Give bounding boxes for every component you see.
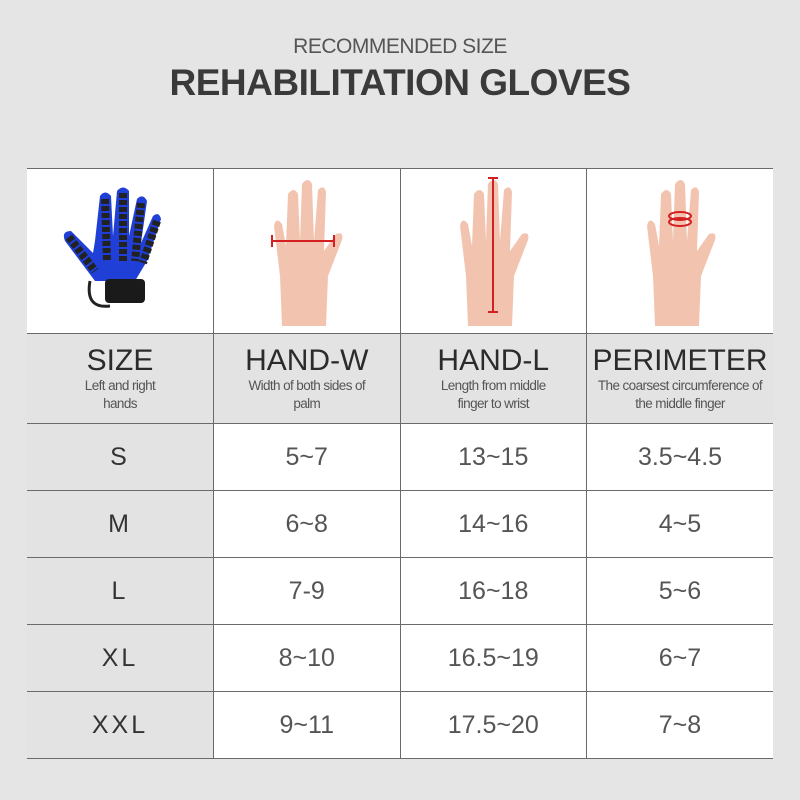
hand-w-cell: 5~7 — [213, 423, 401, 491]
size-chart-table: SIZE Left and right hands HAND-W Width of … — [27, 168, 773, 759]
size-cell: M — [27, 490, 214, 558]
size-cell: L — [27, 557, 214, 625]
hand-l-cell: 13~15 — [399, 423, 587, 491]
perimeter-cell: 7~8 — [586, 691, 773, 759]
hand-length-image — [399, 168, 587, 334]
glove-image — [27, 168, 214, 334]
size-cell: XL — [27, 624, 214, 692]
column-header-hand-w: HAND-W Width of both sides of palm — [213, 333, 401, 424]
table-row: M 6~8 14~16 4~5 — [27, 490, 773, 558]
hand-width-image — [213, 168, 401, 334]
hand-w-cell: 6~8 — [213, 490, 401, 558]
perimeter-cell: 5~6 — [586, 557, 773, 625]
page-title: REHABILITATION GLOVES — [169, 62, 631, 103]
table-row: XXL 9~11 17.5~20 7~8 — [27, 691, 773, 759]
hand-length-diagram-icon — [460, 177, 529, 326]
subtitle: RECOMMENDED SIZE — [293, 35, 507, 58]
size-cell: XXL — [27, 691, 214, 759]
hand-w-cell: 9~11 — [213, 691, 401, 759]
column-header-size: SIZE Left and right hands — [27, 333, 214, 424]
hand-l-cell: 14~16 — [399, 490, 587, 558]
perimeter-cell: 6~7 — [586, 624, 773, 692]
perimeter-cell: 3.5~4.5 — [586, 423, 773, 491]
table-row: L 7-9 16~18 5~6 — [27, 557, 773, 625]
size-cell: S — [27, 423, 214, 491]
hand-width-diagram-icon — [270, 180, 343, 326]
hand-l-cell: 16~18 — [399, 557, 587, 625]
table-row: XL 8~10 16.5~19 6~7 — [27, 624, 773, 692]
hand-l-cell: 17.5~20 — [399, 691, 587, 759]
perimeter-cell: 4~5 — [586, 490, 773, 558]
finger-perimeter-diagram-icon — [647, 180, 716, 326]
rehab-glove-icon — [63, 187, 161, 308]
table-row: S 5~7 13~15 3.5~4.5 — [27, 423, 773, 491]
perimeter-image — [586, 168, 773, 334]
hand-w-cell: 8~10 — [213, 624, 401, 692]
hand-w-cell: 7-9 — [213, 557, 401, 625]
hand-l-cell: 16.5~19 — [399, 624, 587, 692]
column-header-perimeter: PERIMETER The coarsest circumference of t… — [586, 333, 773, 424]
column-header-hand-l: HAND-L Length from middle finger to wrist — [399, 333, 587, 424]
